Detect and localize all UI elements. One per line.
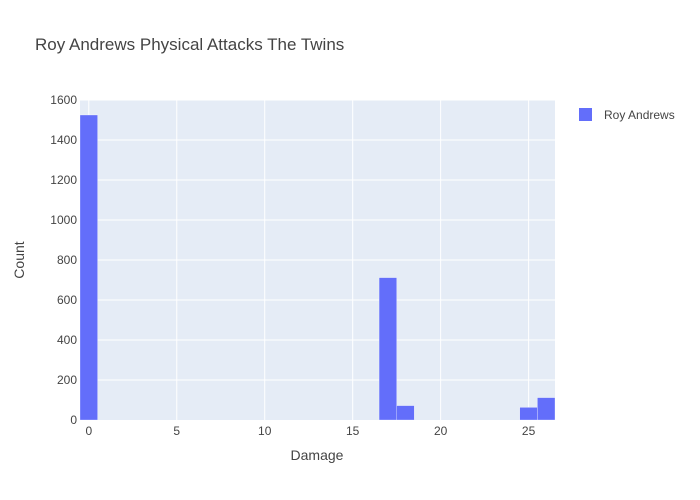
bars: [79, 114, 556, 421]
histogram-bar: [396, 405, 415, 421]
x-tick-label: 25: [522, 424, 536, 438]
histogram-bar: [537, 397, 556, 421]
histogram-bar: [378, 277, 397, 421]
y-tick-label: 0: [70, 413, 77, 427]
y-tick-label: 1000: [50, 213, 77, 227]
x-tick-label: 20: [434, 424, 448, 438]
y-tick-label: 400: [57, 333, 77, 347]
x-tick-label: 15: [346, 424, 360, 438]
y-axis-title: Count: [11, 241, 27, 278]
y-tick-label: 1600: [50, 93, 77, 107]
y-tick-label: 200: [57, 373, 77, 387]
x-tick-label: 10: [258, 424, 272, 438]
x-tick-label: 5: [173, 424, 180, 438]
y-tick-label: 1200: [50, 173, 77, 187]
histogram-bar: [79, 114, 98, 421]
y-tick-label: 600: [57, 293, 77, 307]
chart-title: Roy Andrews Physical Attacks The Twins: [35, 35, 344, 54]
x-ticks: 0 5 10 15 20 25: [85, 424, 535, 438]
histogram-bar: [519, 407, 538, 421]
y-ticks: 0 200 400 600 800 1000 1200 1400 1600: [50, 93, 77, 427]
legend-swatch: [579, 108, 592, 121]
legend[interactable]: Roy Andrews: [579, 108, 675, 122]
y-tick-label: 800: [57, 253, 77, 267]
legend-label: Roy Andrews: [604, 108, 675, 122]
x-axis-title: Damage: [291, 447, 344, 463]
y-tick-label: 1400: [50, 133, 77, 147]
x-tick-label: 0: [85, 424, 92, 438]
